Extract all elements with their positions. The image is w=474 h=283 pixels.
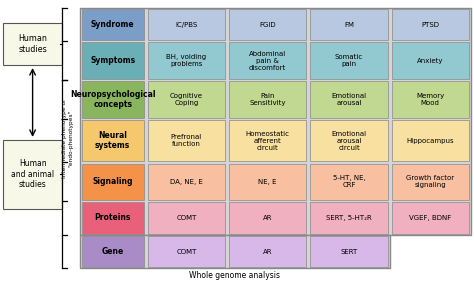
Bar — [392, 81, 469, 117]
Text: FM: FM — [344, 22, 354, 27]
FancyBboxPatch shape — [3, 140, 62, 209]
Bar — [148, 81, 225, 117]
Bar — [392, 202, 469, 233]
Text: Memory
Mood: Memory Mood — [416, 93, 445, 106]
Bar — [82, 202, 144, 233]
Text: SERT, 5-HT₂R: SERT, 5-HT₂R — [326, 215, 372, 221]
Bar — [392, 9, 469, 40]
Bar — [80, 235, 390, 268]
Text: PTSD: PTSD — [421, 22, 439, 27]
Text: Emotional
arousal
circuit: Emotional arousal circuit — [331, 130, 366, 151]
Text: Pain
Sensitivity: Pain Sensitivity — [249, 93, 286, 106]
Bar — [310, 202, 388, 233]
Bar — [229, 42, 307, 79]
Text: Intermediate phenotype or
"endo-phenotypes": Intermediate phenotype or "endo-phenotyp… — [63, 98, 73, 178]
Bar — [148, 9, 225, 40]
Bar — [229, 9, 307, 40]
Bar — [392, 120, 469, 161]
Text: Homeostatic
afferent
circuit: Homeostatic afferent circuit — [246, 130, 290, 151]
Text: IC/PBS: IC/PBS — [175, 22, 198, 27]
Bar — [148, 120, 225, 161]
Text: NE, E: NE, E — [258, 179, 277, 185]
Text: Whole genome analysis: Whole genome analysis — [189, 271, 280, 280]
Text: Symptoms: Symptoms — [90, 56, 135, 65]
Bar — [148, 164, 225, 200]
Text: Somatic
pain: Somatic pain — [335, 54, 363, 67]
Text: DA, NE, E: DA, NE, E — [170, 179, 203, 185]
Text: FGID: FGID — [259, 22, 276, 27]
Text: SERT: SERT — [340, 248, 358, 254]
Bar — [82, 236, 144, 267]
Text: Growth factor
signaling: Growth factor signaling — [406, 175, 455, 188]
Text: BH, voiding
problems: BH, voiding problems — [166, 54, 207, 67]
Bar — [82, 9, 144, 40]
Text: Signaling: Signaling — [92, 177, 133, 186]
Bar — [82, 42, 144, 79]
Text: VGEF, BDNF: VGEF, BDNF — [409, 215, 451, 221]
Bar — [229, 81, 307, 117]
Text: Neuropsychological
concepts: Neuropsychological concepts — [70, 90, 155, 109]
Text: Emotional
arousal: Emotional arousal — [331, 93, 366, 106]
Bar — [148, 202, 225, 233]
Bar — [82, 81, 144, 117]
Bar — [392, 42, 469, 79]
Text: Neural
systems: Neural systems — [95, 131, 130, 150]
Text: Gene: Gene — [101, 247, 124, 256]
Bar — [310, 120, 388, 161]
Text: AR: AR — [263, 248, 273, 254]
Bar — [229, 164, 307, 200]
Text: Syndrome: Syndrome — [91, 20, 135, 29]
Text: Prefronal
function: Prefronal function — [171, 134, 202, 147]
Text: Human
studies: Human studies — [18, 34, 47, 53]
Bar — [229, 236, 307, 267]
Text: Hippocampus: Hippocampus — [407, 138, 454, 143]
Text: COMT: COMT — [176, 248, 197, 254]
Text: Cognitive
Coping: Cognitive Coping — [170, 93, 203, 106]
Text: Proteins: Proteins — [94, 213, 131, 222]
Bar — [82, 120, 144, 161]
Bar — [80, 8, 471, 235]
Bar — [310, 9, 388, 40]
Text: Human
and animal
studies: Human and animal studies — [11, 159, 54, 189]
Bar — [148, 42, 225, 79]
Bar — [310, 81, 388, 117]
Bar — [392, 164, 469, 200]
Text: AR: AR — [263, 215, 273, 221]
Bar — [229, 120, 307, 161]
FancyBboxPatch shape — [3, 23, 62, 65]
Bar — [310, 164, 388, 200]
Text: COMT: COMT — [176, 215, 197, 221]
Text: Abdominal
pain &
discomfort: Abdominal pain & discomfort — [249, 51, 286, 71]
Bar — [310, 236, 388, 267]
Bar — [148, 236, 225, 267]
Bar — [310, 42, 388, 79]
Bar — [82, 164, 144, 200]
Text: Anxiety: Anxiety — [417, 58, 444, 64]
Text: 5-HT, NE,
CRF: 5-HT, NE, CRF — [333, 175, 365, 188]
Bar — [229, 202, 307, 233]
